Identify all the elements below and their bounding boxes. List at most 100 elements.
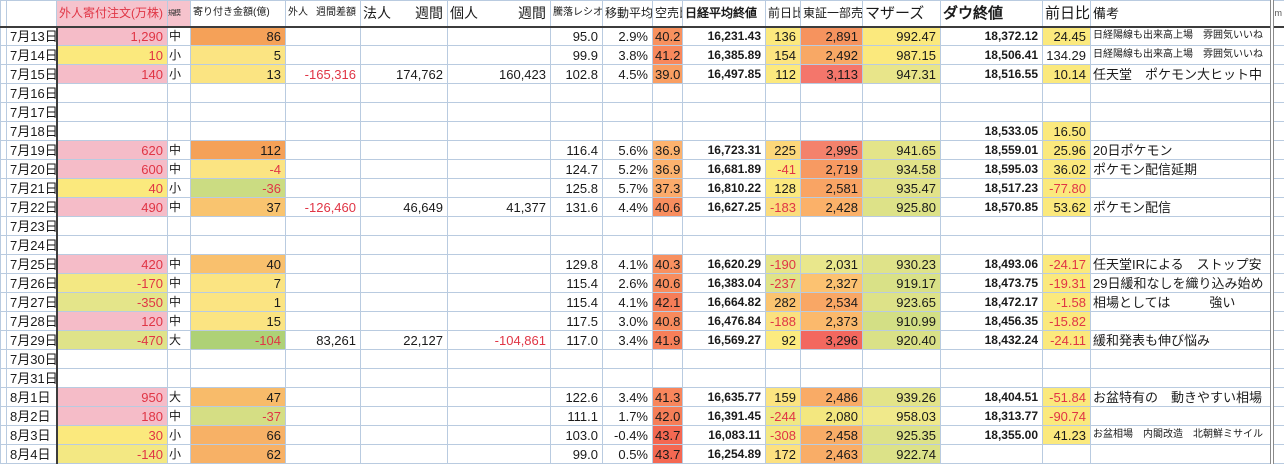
individual-weekly-cell[interactable] <box>447 444 551 464</box>
foreign-weekly-diff-cell[interactable] <box>285 26 361 46</box>
dow-change-cell[interactable]: -77.80 <box>1042 178 1091 198</box>
foreign-weekly-diff-cell[interactable] <box>285 45 361 65</box>
individual-weekly-column-header[interactable]: 個人 週間 <box>447 0 551 28</box>
mothers-index-cell[interactable]: 919.17 <box>862 273 941 293</box>
nikkei-close-cell[interactable]: 16,723.31 <box>682 140 766 160</box>
tse-volume-cell[interactable]: 2,080 <box>800 406 863 426</box>
nikkei-close-cell[interactable] <box>682 349 766 369</box>
foreign-order-cell[interactable]: 620 <box>56 140 168 160</box>
opening-amount-cell[interactable] <box>190 83 286 103</box>
row-date-cell[interactable]: 7月18日 <box>6 121 58 141</box>
advance-decline-ratio-cell[interactable] <box>550 368 603 388</box>
row-date-cell[interactable]: 7月15日 <box>6 64 58 84</box>
foreign-order-cell[interactable]: 120 <box>56 311 168 331</box>
dow-close-cell[interactable]: 18,473.75 <box>940 273 1043 293</box>
nikkei-change-cell[interactable]: -188 <box>765 311 801 331</box>
opening-amount-column-header[interactable]: 寄り付き金額(億) <box>190 0 286 28</box>
dow-change-cell[interactable]: -24.17 <box>1042 254 1091 274</box>
foreign-order-cell[interactable]: -470 <box>56 330 168 350</box>
tse-volume-cell[interactable] <box>800 216 863 236</box>
nikkei-change-cell[interactable]: 136 <box>765 26 801 46</box>
nikkei-change-cell[interactable] <box>765 83 801 103</box>
nikkei-close-cell[interactable] <box>682 102 766 122</box>
dow-close-cell[interactable]: 18,372.12 <box>940 26 1043 46</box>
short-sell-ratio-cell[interactable]: 36.9 <box>652 140 683 160</box>
remark-cell[interactable] <box>1090 121 1272 141</box>
tse-volume-cell[interactable]: 2,995 <box>800 140 863 160</box>
moving-average-column-header[interactable]: 移動平均 <box>602 0 653 28</box>
dow-close-cell[interactable]: 18,559.01 <box>940 140 1043 160</box>
tse-first-section-volume-column-header[interactable]: 東証一部売買 <box>800 0 863 28</box>
dow-close-cell[interactable]: 18,493.06 <box>940 254 1043 274</box>
remark-cell[interactable]: ポケモン配信 <box>1090 197 1272 217</box>
opening-amount-cell[interactable] <box>190 368 286 388</box>
mothers-index-cell[interactable] <box>862 368 941 388</box>
short-sell-ratio-cell[interactable]: 42.0 <box>652 406 683 426</box>
remark-cell[interactable]: 日経陽線も出来高上場 雰囲気いいね <box>1090 26 1272 46</box>
moving-average-cell[interactable]: 2.6% <box>602 273 653 293</box>
advance-decline-ratio-cell[interactable]: 111.1 <box>550 406 603 426</box>
individual-weekly-cell[interactable] <box>447 235 551 255</box>
individual-weekly-cell[interactable] <box>447 102 551 122</box>
mothers-index-cell[interactable]: 925.35 <box>862 425 941 445</box>
mothers-index-cell[interactable]: 992.47 <box>862 26 941 46</box>
advance-decline-ratio-cell[interactable]: 115.4 <box>550 292 603 312</box>
moving-average-cell[interactable] <box>602 349 653 369</box>
foreign-weekly-diff-cell[interactable] <box>285 368 361 388</box>
corporate-weekly-cell[interactable] <box>360 140 448 160</box>
corporate-weekly-cell[interactable] <box>360 178 448 198</box>
order-scale-cell[interactable] <box>167 83 191 103</box>
dow-change-cell[interactable]: 41.23 <box>1042 425 1091 445</box>
corporate-weekly-cell[interactable] <box>360 387 448 407</box>
tse-volume-cell[interactable]: 2,581 <box>800 178 863 198</box>
mothers-index-cell[interactable]: 934.58 <box>862 159 941 179</box>
short-sell-ratio-cell[interactable] <box>652 349 683 369</box>
nikkei-change-cell[interactable]: 128 <box>765 178 801 198</box>
advance-decline-ratio-cell[interactable] <box>550 121 603 141</box>
order-scale-cell[interactable]: 中 <box>167 311 191 331</box>
remarks-column-header[interactable]: 備考 <box>1090 0 1272 28</box>
mothers-index-cell[interactable]: 939.26 <box>862 387 941 407</box>
nikkei-close-cell[interactable]: 16,810.22 <box>682 178 766 198</box>
nikkei-close-cell[interactable]: 16,231.43 <box>682 26 766 46</box>
moving-average-cell[interactable]: 0.5% <box>602 444 653 464</box>
individual-weekly-cell[interactable] <box>447 26 551 46</box>
tse-volume-cell[interactable]: 2,534 <box>800 292 863 312</box>
nikkei-change-cell[interactable]: 225 <box>765 140 801 160</box>
opening-amount-cell[interactable]: 86 <box>190 26 286 46</box>
nikkei-close-cell[interactable]: 16,083.11 <box>682 425 766 445</box>
row-date-cell[interactable]: 7月27日 <box>6 292 58 312</box>
opening-amount-cell[interactable]: -4 <box>190 159 286 179</box>
order-scale-cell[interactable] <box>167 216 191 236</box>
tse-volume-cell[interactable] <box>800 102 863 122</box>
individual-weekly-cell[interactable]: 160,423 <box>447 64 551 84</box>
nikkei-change-cell[interactable] <box>765 102 801 122</box>
individual-weekly-cell[interactable] <box>447 349 551 369</box>
foreign-weekly-diff-cell[interactable]: -126,460 <box>285 197 361 217</box>
nikkei-close-cell[interactable]: 16,385.89 <box>682 45 766 65</box>
tse-volume-cell[interactable]: 2,486 <box>800 387 863 407</box>
individual-weekly-cell[interactable] <box>447 254 551 274</box>
individual-weekly-cell[interactable] <box>447 273 551 293</box>
nikkei-change-cell[interactable] <box>765 121 801 141</box>
corporate-weekly-cell[interactable] <box>360 311 448 331</box>
foreign-order-cell[interactable] <box>56 216 168 236</box>
advance-decline-ratio-cell[interactable]: 99.9 <box>550 45 603 65</box>
corporate-weekly-cell[interactable] <box>360 45 448 65</box>
short-sell-ratio-cell[interactable] <box>652 216 683 236</box>
nikkei-change-cell[interactable]: -41 <box>765 159 801 179</box>
mothers-index-cell[interactable] <box>862 235 941 255</box>
remark-cell[interactable] <box>1090 406 1272 426</box>
corporate-weekly-cell[interactable] <box>360 273 448 293</box>
nikkei-change-cell[interactable]: 172 <box>765 444 801 464</box>
short-sell-ratio-cell[interactable]: 43.7 <box>652 425 683 445</box>
nikkei-close-cell[interactable] <box>682 235 766 255</box>
corporate-weekly-cell[interactable] <box>360 292 448 312</box>
foreign-order-cell[interactable]: 180 <box>56 406 168 426</box>
advance-decline-ratio-cell[interactable]: 131.6 <box>550 197 603 217</box>
tse-volume-cell[interactable]: 3,113 <box>800 64 863 84</box>
nikkei-change-column-header[interactable]: 前日比 <box>765 0 801 28</box>
tse-volume-cell[interactable] <box>800 235 863 255</box>
foreign-order-cell[interactable]: -140 <box>56 444 168 464</box>
opening-amount-cell[interactable] <box>190 121 286 141</box>
